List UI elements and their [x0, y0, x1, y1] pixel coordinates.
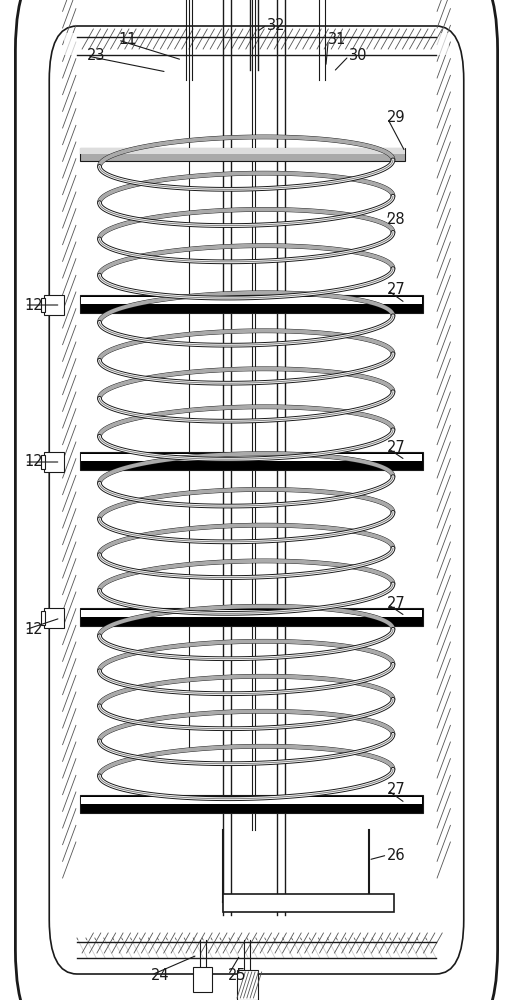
- Text: 27: 27: [387, 596, 406, 611]
- Bar: [80, 148, 405, 154]
- Bar: [81, 454, 422, 461]
- Bar: [41, 611, 45, 625]
- Text: 12: 12: [25, 298, 43, 312]
- Bar: [44, 608, 64, 628]
- Text: 26: 26: [387, 848, 406, 862]
- Bar: [80, 148, 405, 161]
- Text: 24: 24: [151, 968, 170, 982]
- Text: 12: 12: [25, 622, 43, 638]
- FancyBboxPatch shape: [15, 0, 498, 1000]
- Bar: [41, 298, 45, 312]
- Text: 27: 27: [387, 782, 406, 798]
- Bar: [81, 797, 422, 804]
- Bar: [223, 894, 394, 912]
- Bar: [64, 940, 449, 962]
- Text: 30: 30: [349, 48, 367, 64]
- FancyBboxPatch shape: [49, 26, 464, 974]
- Bar: [64, 33, 449, 55]
- Bar: [41, 455, 45, 469]
- Text: 11: 11: [118, 32, 136, 47]
- Bar: [237, 970, 258, 1000]
- Text: 31: 31: [328, 32, 347, 47]
- Text: 27: 27: [387, 282, 406, 298]
- Bar: [44, 295, 64, 315]
- Bar: [81, 610, 422, 617]
- Text: 12: 12: [25, 454, 43, 470]
- Bar: [81, 297, 422, 304]
- Text: 32: 32: [267, 17, 285, 32]
- Text: 29: 29: [387, 110, 406, 125]
- Bar: [193, 967, 212, 992]
- Text: 25: 25: [228, 968, 247, 982]
- Bar: [80, 795, 423, 813]
- Bar: [80, 295, 423, 313]
- Bar: [80, 452, 423, 470]
- Text: 23: 23: [87, 48, 106, 64]
- Bar: [44, 452, 64, 472]
- Text: 27: 27: [387, 440, 406, 456]
- Bar: [80, 608, 423, 626]
- Text: 28: 28: [387, 213, 406, 228]
